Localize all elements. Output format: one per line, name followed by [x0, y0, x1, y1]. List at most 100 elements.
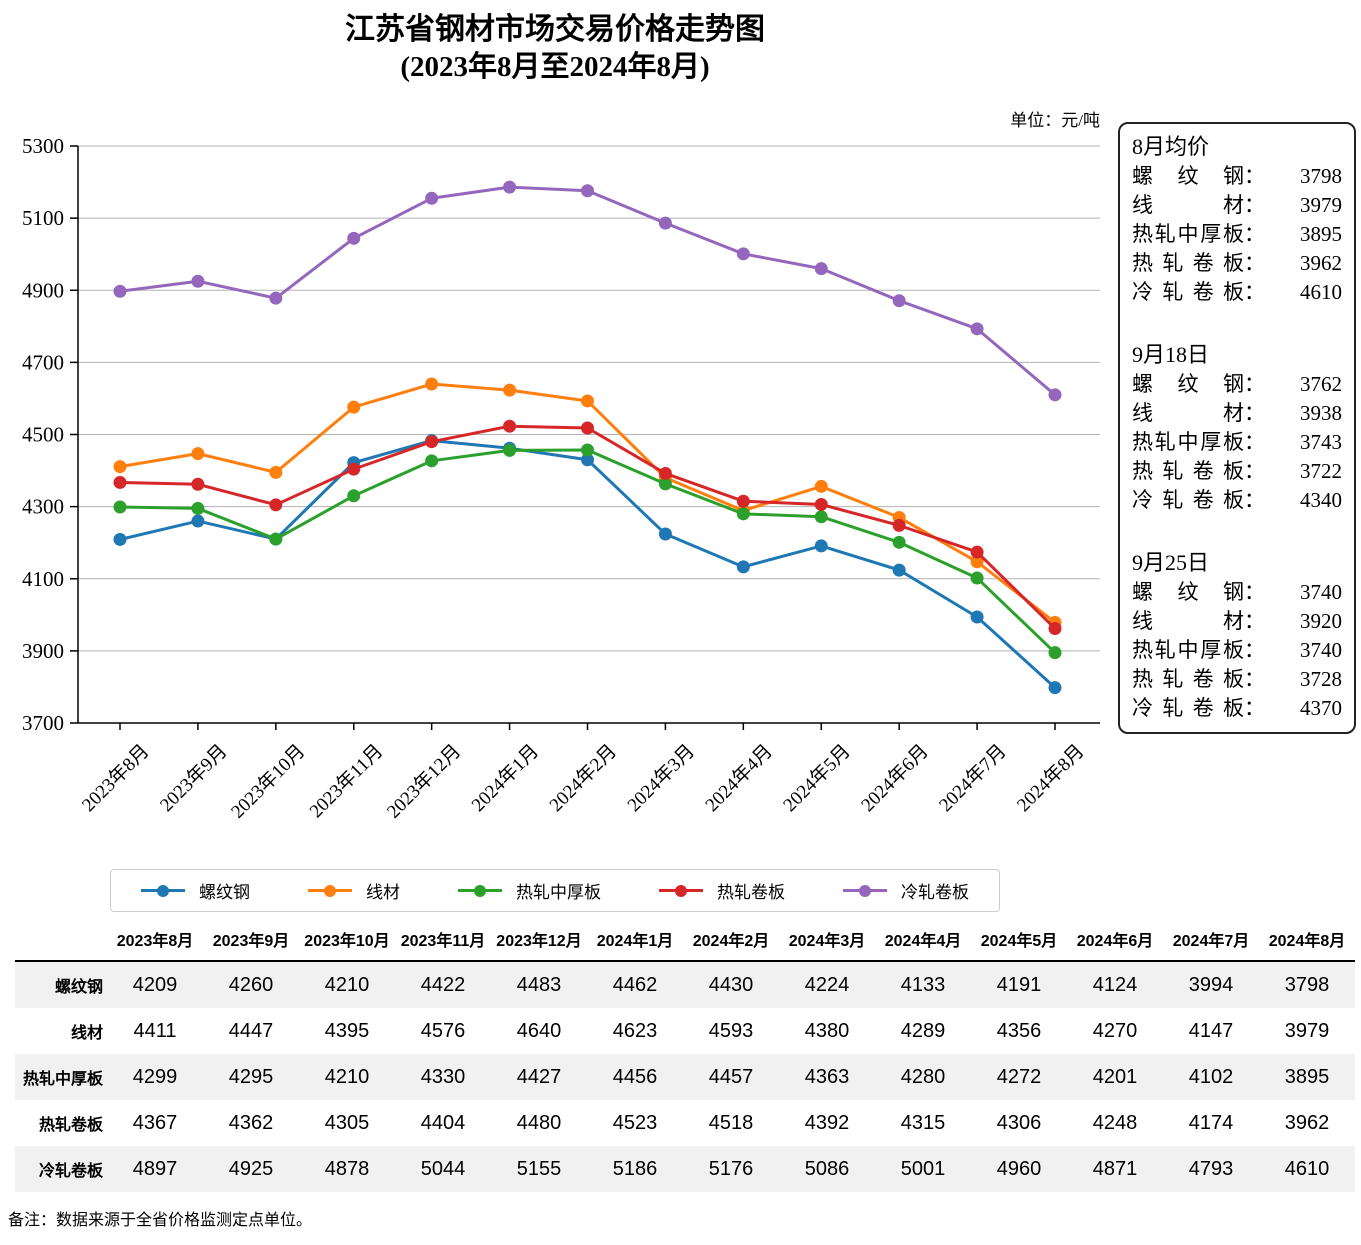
legend-marker-icon: [141, 884, 185, 898]
data-point-热轧卷板: [269, 498, 283, 512]
table-cell: 4174: [1188, 1111, 1234, 1134]
stat-label: 热轧卷板: [1132, 251, 1244, 275]
table-cell: 4289: [900, 1019, 946, 1042]
stat-value: 4370: [1300, 696, 1342, 720]
table-cell: 4209: [132, 973, 178, 996]
stat-colon: ：: [1244, 638, 1265, 662]
table-cell: 4248: [1092, 1111, 1138, 1134]
data-point-热轧卷板: [1048, 622, 1062, 636]
data-point-螺纹钢: [814, 539, 828, 553]
stat-value: 3762: [1300, 372, 1342, 396]
y-tick-label: 4900: [22, 278, 64, 302]
stat-colon: ：: [1244, 193, 1265, 217]
data-point-冷轧卷板: [1048, 388, 1062, 402]
legend-row: 螺纹钢 线材 热轧中厚板 热轧卷板 冷轧卷板: [0, 869, 1110, 912]
price-table: 2023年8月 2023年9月 2023年10月 2023年11月 2023年12月 20…: [15, 918, 1355, 1192]
stat-label: 线材: [1132, 193, 1244, 217]
table-cell: 4295: [228, 1065, 274, 1088]
stat-label: 热轧中厚板: [1132, 638, 1244, 662]
stat-label: 螺纹钢: [1132, 372, 1244, 396]
stat-label: 螺纹钢: [1132, 164, 1244, 188]
data-point-热轧卷板: [658, 466, 672, 480]
table-cell: 4793: [1188, 1157, 1234, 1180]
table-wrap: 2023年8月 2023年9月 2023年10月 2023年11月 2023年12月 20…: [15, 918, 1355, 1192]
legend-dot: [474, 884, 486, 897]
table-row: 螺纹钢 4209 4260 4210 4422 4483 4462 4430 4224 4133 4…: [15, 961, 1355, 1008]
stat-value: 3895: [1300, 222, 1342, 246]
data-point-热轧卷板: [191, 477, 205, 491]
data-point-热轧中厚板: [736, 507, 750, 521]
table-cell: 5001: [900, 1157, 946, 1180]
stat-colon: ：: [1244, 401, 1265, 425]
data-point-热轧中厚板: [503, 443, 517, 457]
stat-label: 线材: [1132, 609, 1244, 633]
column-header: 2024年3月: [779, 918, 875, 962]
x-tick-label: 2023年9月: [155, 740, 231, 816]
data-point-冷轧卷板: [814, 262, 828, 276]
legend-item-螺纹钢: 螺纹钢: [141, 878, 250, 903]
table-cell: 3895: [1284, 1065, 1330, 1088]
stat-value: 3920: [1300, 609, 1342, 633]
table-cell: 4960: [996, 1157, 1042, 1180]
table-cell: 4395: [324, 1019, 370, 1042]
table-cell: 3962: [1284, 1111, 1330, 1134]
stat-value: 3798: [1300, 164, 1342, 188]
stat-row: 螺纹钢： 3798: [1132, 162, 1342, 191]
x-tick-label: 2024年6月: [857, 740, 933, 816]
stat-row: 热轧卷板： 3728: [1132, 665, 1342, 694]
table-cell: 3798: [1284, 973, 1330, 996]
table-cell: 3994: [1188, 973, 1234, 996]
x-tick-label: 2023年12月: [382, 740, 465, 823]
table-cell: 4102: [1188, 1065, 1234, 1088]
table-cell: 4210: [324, 973, 370, 996]
legend-dot: [157, 884, 169, 897]
data-point-线材: [191, 447, 205, 461]
data-point-热轧卷板: [892, 518, 906, 532]
data-point-热轧中厚板: [658, 477, 672, 491]
table-cell: 4576: [420, 1019, 466, 1042]
column-header: 2023年10月: [299, 918, 395, 962]
table-cell: 5086: [804, 1157, 850, 1180]
stat-colon: ：: [1244, 580, 1265, 604]
data-point-热轧卷板: [814, 497, 828, 511]
panel-heading: 8月均价: [1132, 134, 1210, 159]
table-cell: 4422: [420, 973, 466, 996]
table-cell: 5176: [708, 1157, 754, 1180]
x-tick-label: 2024年1月: [467, 740, 543, 816]
legend-dot: [859, 884, 871, 897]
column-header: 2024年1月: [587, 918, 683, 962]
row-label: 线材: [70, 1025, 103, 1042]
column-header: 2023年11月: [395, 918, 491, 962]
table-row: 冷轧卷板 4897 4925 4878 5044 5155 5186 5176 5086 5001…: [15, 1146, 1355, 1192]
table-cell: 4925: [228, 1157, 274, 1180]
legend-label: 热轧中厚板: [516, 883, 601, 902]
data-point-冷轧卷板: [581, 184, 594, 198]
x-tick-label: 2023年11月: [305, 740, 387, 822]
y-tick-label: 4500: [22, 423, 64, 447]
data-point-热轧中厚板: [425, 454, 439, 468]
data-point-热轧中厚板: [269, 532, 283, 546]
data-point-冷轧卷板: [269, 291, 283, 305]
data-point-热轧卷板: [503, 419, 517, 433]
legend-marker-icon: [843, 884, 887, 898]
table-cell: 4462: [612, 973, 658, 996]
stat-value: 4340: [1300, 488, 1342, 512]
y-tick-label: 4700: [22, 350, 64, 374]
legend-item-冷轧卷板: 冷轧卷板: [843, 878, 969, 903]
table-header-row: 2023年8月 2023年9月 2023年10月 2023年11月 2023年12月 20…: [15, 918, 1355, 962]
stat-colon: ：: [1244, 488, 1265, 512]
data-point-热轧中厚板: [113, 500, 127, 514]
legend-dot: [324, 884, 336, 897]
table-corner-cell: [15, 918, 107, 962]
stat-row: 热轧中厚板： 3740: [1132, 636, 1342, 665]
data-point-线材: [503, 383, 517, 397]
table-cell: 4640: [516, 1019, 562, 1042]
row-label: 热轧卷板: [38, 1117, 103, 1134]
data-point-冷轧卷板: [970, 322, 984, 336]
stat-row: 热轧卷板： 3962: [1132, 249, 1342, 278]
data-point-冷轧卷板: [736, 247, 750, 261]
stat-label: 线材: [1132, 401, 1244, 425]
x-tick-label: 2024年4月: [701, 740, 777, 816]
stat-row: 热轧卷板： 3722: [1132, 457, 1342, 486]
